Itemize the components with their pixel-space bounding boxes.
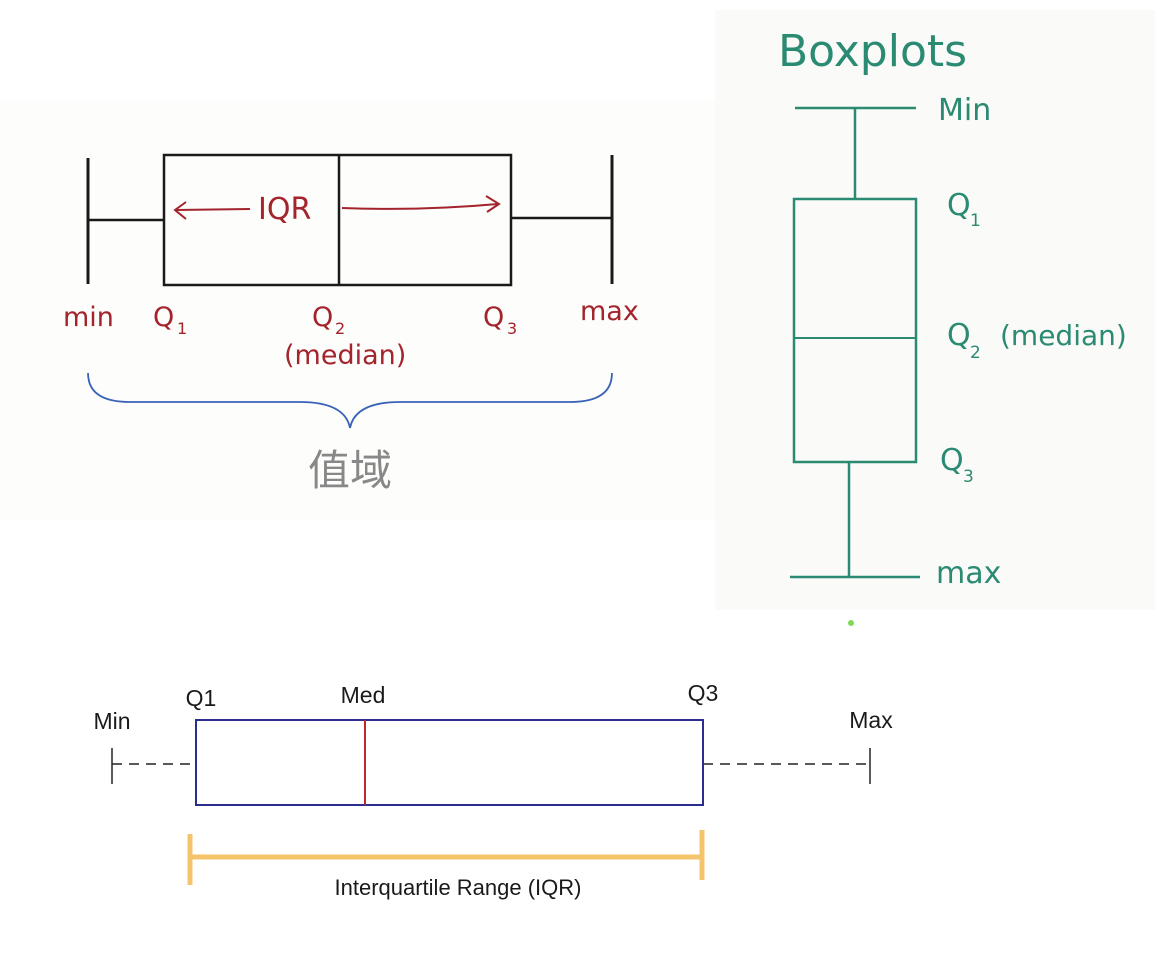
clean-boxplot: Min Q1 Med Q3 Max Interquartile Range (I… xyxy=(93,680,893,900)
q3-label: Q xyxy=(483,302,504,333)
iqr-box xyxy=(162,153,513,287)
iqr-label: Interquartile Range (IQR) xyxy=(335,875,582,900)
q2-label: Q xyxy=(312,302,333,333)
iqr-box xyxy=(792,197,918,464)
q2-label: Q xyxy=(947,318,971,353)
median-label: (median) xyxy=(284,340,406,371)
range-brace xyxy=(87,372,613,429)
max-label: max xyxy=(936,556,1001,591)
vertical-background xyxy=(715,10,1155,610)
q3-label: Q3 xyxy=(688,680,719,706)
q1-label: Q xyxy=(153,302,174,333)
q1-subscript: 1 xyxy=(177,319,187,338)
min-label: min xyxy=(63,302,114,333)
min-label: Min xyxy=(93,708,130,734)
min-label: Min xyxy=(938,93,991,128)
max-label: Max xyxy=(849,707,893,733)
iqr-box xyxy=(195,719,704,806)
range-label: 值域 xyxy=(308,446,392,495)
med-label: Med xyxy=(341,682,386,708)
iqr-label: IQR xyxy=(258,192,311,227)
q3-subscript: 3 xyxy=(507,319,517,338)
boxplots-title: Boxplots xyxy=(778,26,967,77)
stray-dot xyxy=(848,620,854,626)
q3-label: Q xyxy=(940,443,964,478)
q2-subscript: 2 xyxy=(335,319,345,338)
handdrawn-background xyxy=(0,100,715,520)
iqr-arrows xyxy=(173,195,501,220)
q2-subscript: 2 xyxy=(970,343,981,363)
vertical-boxplot: Boxplots Min Q 1 Q 2 (median) Q 3 max xyxy=(715,10,1155,626)
q1-label: Q xyxy=(947,188,971,223)
q1-label: Q1 xyxy=(186,685,217,711)
q1-subscript: 1 xyxy=(970,211,981,231)
median-label: (median) xyxy=(1000,319,1127,352)
q3-subscript: 3 xyxy=(963,467,974,487)
handdrawn-boxplot: IQR min Q 1 Q 2 (median) Q 3 max 值域 xyxy=(0,100,715,520)
iqr-bracket xyxy=(187,830,705,885)
max-label: max xyxy=(580,296,639,327)
